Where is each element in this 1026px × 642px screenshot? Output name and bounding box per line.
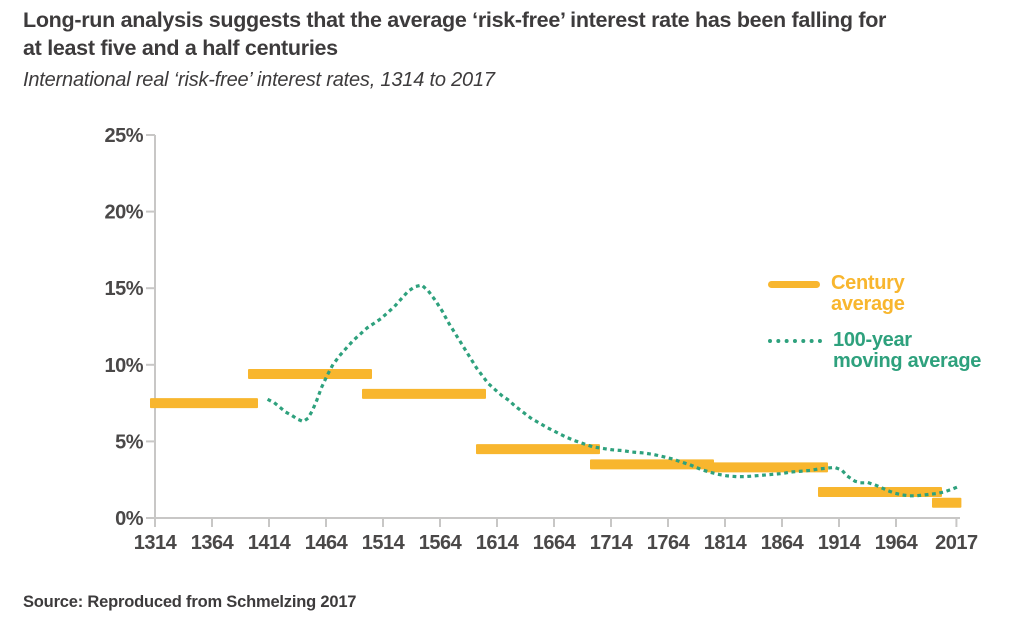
x-tick-label: 1664 [533,532,577,554]
chart-title: Long-run analysis suggests that the aver… [23,6,886,62]
y-tick-label: 20% [104,202,143,224]
source-note: Source: Reproduced from Schmelzing 2017 [23,593,357,611]
century-average-bar [590,459,714,470]
legend-item-moving-average: 100-year moving average [768,330,983,372]
x-tick-label: 1564 [419,532,463,554]
century-average-swatch-icon [768,281,820,288]
century-average-bar [818,487,942,497]
century-average-bar [362,388,486,399]
x-tick-label: 1414 [248,532,292,554]
century-average-bar [476,444,600,455]
legend-label-moving-average: 100-year moving average [833,329,982,372]
chart-header: Long-run analysis suggests that the aver… [23,6,886,93]
moving-average-line [266,283,959,498]
century-average-bar [932,497,962,508]
x-tick-label: 2017 [935,532,978,554]
x-tick-label: 1314 [134,532,178,554]
y-tick-label: 15% [104,278,143,300]
x-tick-label: 1514 [362,532,406,554]
y-tick-label: 25% [104,125,143,147]
x-tick-label: 1914 [818,532,862,554]
x-tick-label: 1814 [704,532,748,554]
moving-average-swatch-icon [768,339,822,343]
x-tick-label: 1764 [647,532,691,554]
y-tick-label: 10% [104,355,143,377]
x-tick-label: 1714 [590,532,634,554]
legend-label-century-average: Century average [831,272,905,315]
chart-title-line-1: Long-run analysis suggests that the aver… [23,8,887,32]
chart-title-line-2: at least five and a half centuries [23,36,338,60]
x-tick-label: 1964 [875,532,919,554]
x-tick-label: 1364 [191,532,235,554]
y-tick-label: 0% [115,508,144,530]
century-average-bar [248,369,372,379]
x-tick-label: 1614 [476,532,520,554]
century-average-bar [704,462,828,473]
chart-legend: Century average 100-year moving average [768,273,983,387]
x-tick-label: 1864 [761,532,805,554]
century-average-bar [150,398,258,409]
legend-item-century-average: Century average [768,273,983,315]
chart-subtitle: International real ‘risk-free’ interest … [23,69,495,91]
y-tick-label: 5% [115,431,144,453]
x-tick-label: 1464 [305,532,349,554]
